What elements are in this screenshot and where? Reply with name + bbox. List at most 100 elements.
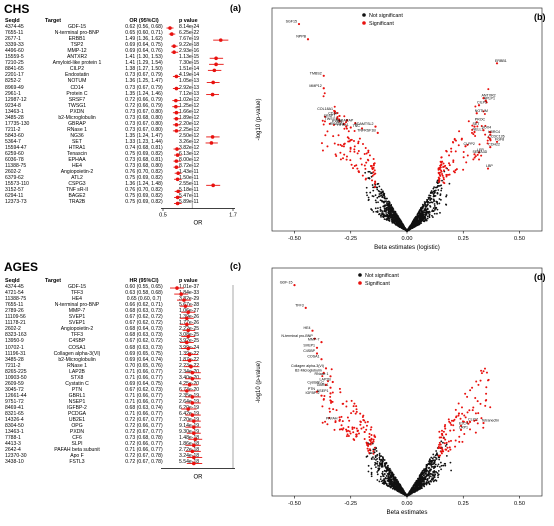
point-significant xyxy=(349,159,352,162)
estimate-marker xyxy=(192,431,196,436)
point-significant xyxy=(350,412,353,415)
row-ci: 1.49 (1.36, 1.62) xyxy=(125,36,163,43)
labeled-point xyxy=(315,346,319,349)
point-label: CDH22 xyxy=(488,143,500,147)
forest-row: 8841-65 CILP2 1.38 (1.27, 1.50) 1.51e-14 xyxy=(4,66,212,72)
point-not-significant xyxy=(374,199,377,202)
estimate-marker xyxy=(218,38,223,42)
estimate-marker xyxy=(182,298,186,302)
point-significant xyxy=(474,396,477,399)
point-significant xyxy=(477,412,480,415)
row-seqid: 6036-78 xyxy=(5,157,24,164)
row-seqid: 2602-2 xyxy=(5,169,21,176)
point-significant xyxy=(473,156,476,159)
forest-x-label: OR xyxy=(194,221,204,227)
row-ci: 0.76 (0.70, 0.82) xyxy=(125,187,163,194)
legend-marker-not-significant xyxy=(362,13,366,17)
row-ci: 0.69 (0.64, 0.75) xyxy=(125,380,163,387)
point-not-significant xyxy=(428,466,431,469)
point-not-significant xyxy=(375,458,377,461)
point-significant xyxy=(455,168,458,171)
point-not-significant xyxy=(416,480,419,483)
point-significant xyxy=(454,445,457,448)
row-target: NSEP1 xyxy=(68,398,86,405)
point-not-significant xyxy=(384,210,387,213)
point-not-significant xyxy=(367,177,370,179)
point-not-significant xyxy=(388,483,391,486)
point-not-significant xyxy=(430,468,433,471)
forest-row: 8321-65 PCDGA 0.71 (0.66, 0.77) 6.42e-19 xyxy=(4,411,212,417)
plot-frame xyxy=(271,7,543,232)
point-not-significant xyxy=(426,207,429,210)
point-not-significant xyxy=(379,206,382,209)
row-seqid: 4413-3 xyxy=(5,441,21,448)
row-target: GBRL1 xyxy=(68,392,86,399)
point-significant xyxy=(351,427,354,430)
point-significant xyxy=(346,416,349,419)
estimate-marker xyxy=(186,407,190,411)
forest-row: 6259-60 Tenascin 0.75 (0.69, 0.82) 6.13e-12 xyxy=(4,151,212,157)
forest-row: 4374-45 GDF-15 0.62 (0.56, 0.68) 8.14e-24 xyxy=(4,24,212,30)
point-significant xyxy=(480,154,483,157)
point-not-significant xyxy=(418,211,421,214)
point-not-significant xyxy=(385,470,388,473)
point-significant xyxy=(485,392,488,395)
row-target: PXDN xyxy=(69,108,85,115)
point-significant xyxy=(353,129,356,132)
point-significant xyxy=(476,400,479,403)
point-not-significant xyxy=(437,474,439,477)
row-seqid: 9234-8 xyxy=(5,102,21,109)
point-significant xyxy=(452,424,455,427)
point-significant xyxy=(345,405,348,408)
point-not-significant xyxy=(393,477,396,480)
point-significant xyxy=(437,168,440,171)
point-not-significant xyxy=(388,470,391,473)
point-not-significant xyxy=(421,213,424,216)
point-not-significant xyxy=(376,473,379,476)
row-target: Protein C xyxy=(66,90,88,97)
forest-row: 5364-7 SET 1.33 (1.23, 1.44) 3.26e-12 xyxy=(4,139,212,145)
point-significant xyxy=(474,412,477,415)
point-not-significant xyxy=(424,203,427,206)
point-significant xyxy=(370,434,373,437)
point-label: Collagen alpha-3(VI) xyxy=(291,364,324,368)
point-not-significant xyxy=(394,486,396,489)
row-ci: 0.69 (0.65, 0.75) xyxy=(125,350,163,357)
estimate-marker xyxy=(186,346,190,351)
estimate-marker xyxy=(210,92,215,97)
labeled-point xyxy=(495,62,499,65)
point-significant xyxy=(368,448,371,451)
point-not-significant xyxy=(395,223,398,226)
point-significant xyxy=(321,421,324,424)
point-significant xyxy=(341,144,344,147)
point-significant xyxy=(439,454,442,457)
point-not-significant xyxy=(425,481,428,483)
point-not-significant xyxy=(381,461,384,464)
estimate-marker xyxy=(187,383,192,387)
point-significant xyxy=(371,174,374,177)
forest-row: 5843-60 NG36 1.35 (1.24, 1.47) 2.50e-12 xyxy=(4,133,212,139)
point-significant xyxy=(439,450,442,453)
labeled-point xyxy=(475,112,478,115)
point-label: NPPB xyxy=(296,35,306,39)
row-ci: 0.73 (0.67, 0.80) xyxy=(125,126,163,133)
point-not-significant xyxy=(418,479,421,481)
point-not-significant xyxy=(365,186,368,189)
row-target: TNF sR-II xyxy=(65,187,89,194)
chs-forest-plot: 0.5 1.7 OR xyxy=(159,25,237,227)
point-not-significant xyxy=(370,208,373,210)
point-not-significant xyxy=(398,223,401,226)
point-not-significant xyxy=(370,473,373,476)
forest-row: 11388-75 HE4 0.73 (0.68, 0.80) 8.72e-12 xyxy=(4,163,212,169)
labeled-point xyxy=(486,167,490,170)
col-pvalue: p value xyxy=(179,18,198,24)
labeled-point xyxy=(482,421,485,425)
point-not-significant xyxy=(380,194,383,197)
row-pvalue: 2.92e-13 xyxy=(179,84,200,91)
point-not-significant xyxy=(384,477,387,480)
row-ci: 0.67 (0.62, 0.72) xyxy=(125,338,163,345)
point-not-significant xyxy=(400,221,403,224)
forest-tick-label: 0.5 xyxy=(159,213,167,219)
row-ci: 0.72 (0.66, 0.79) xyxy=(125,102,163,109)
point-label: E2C4 xyxy=(459,421,468,425)
